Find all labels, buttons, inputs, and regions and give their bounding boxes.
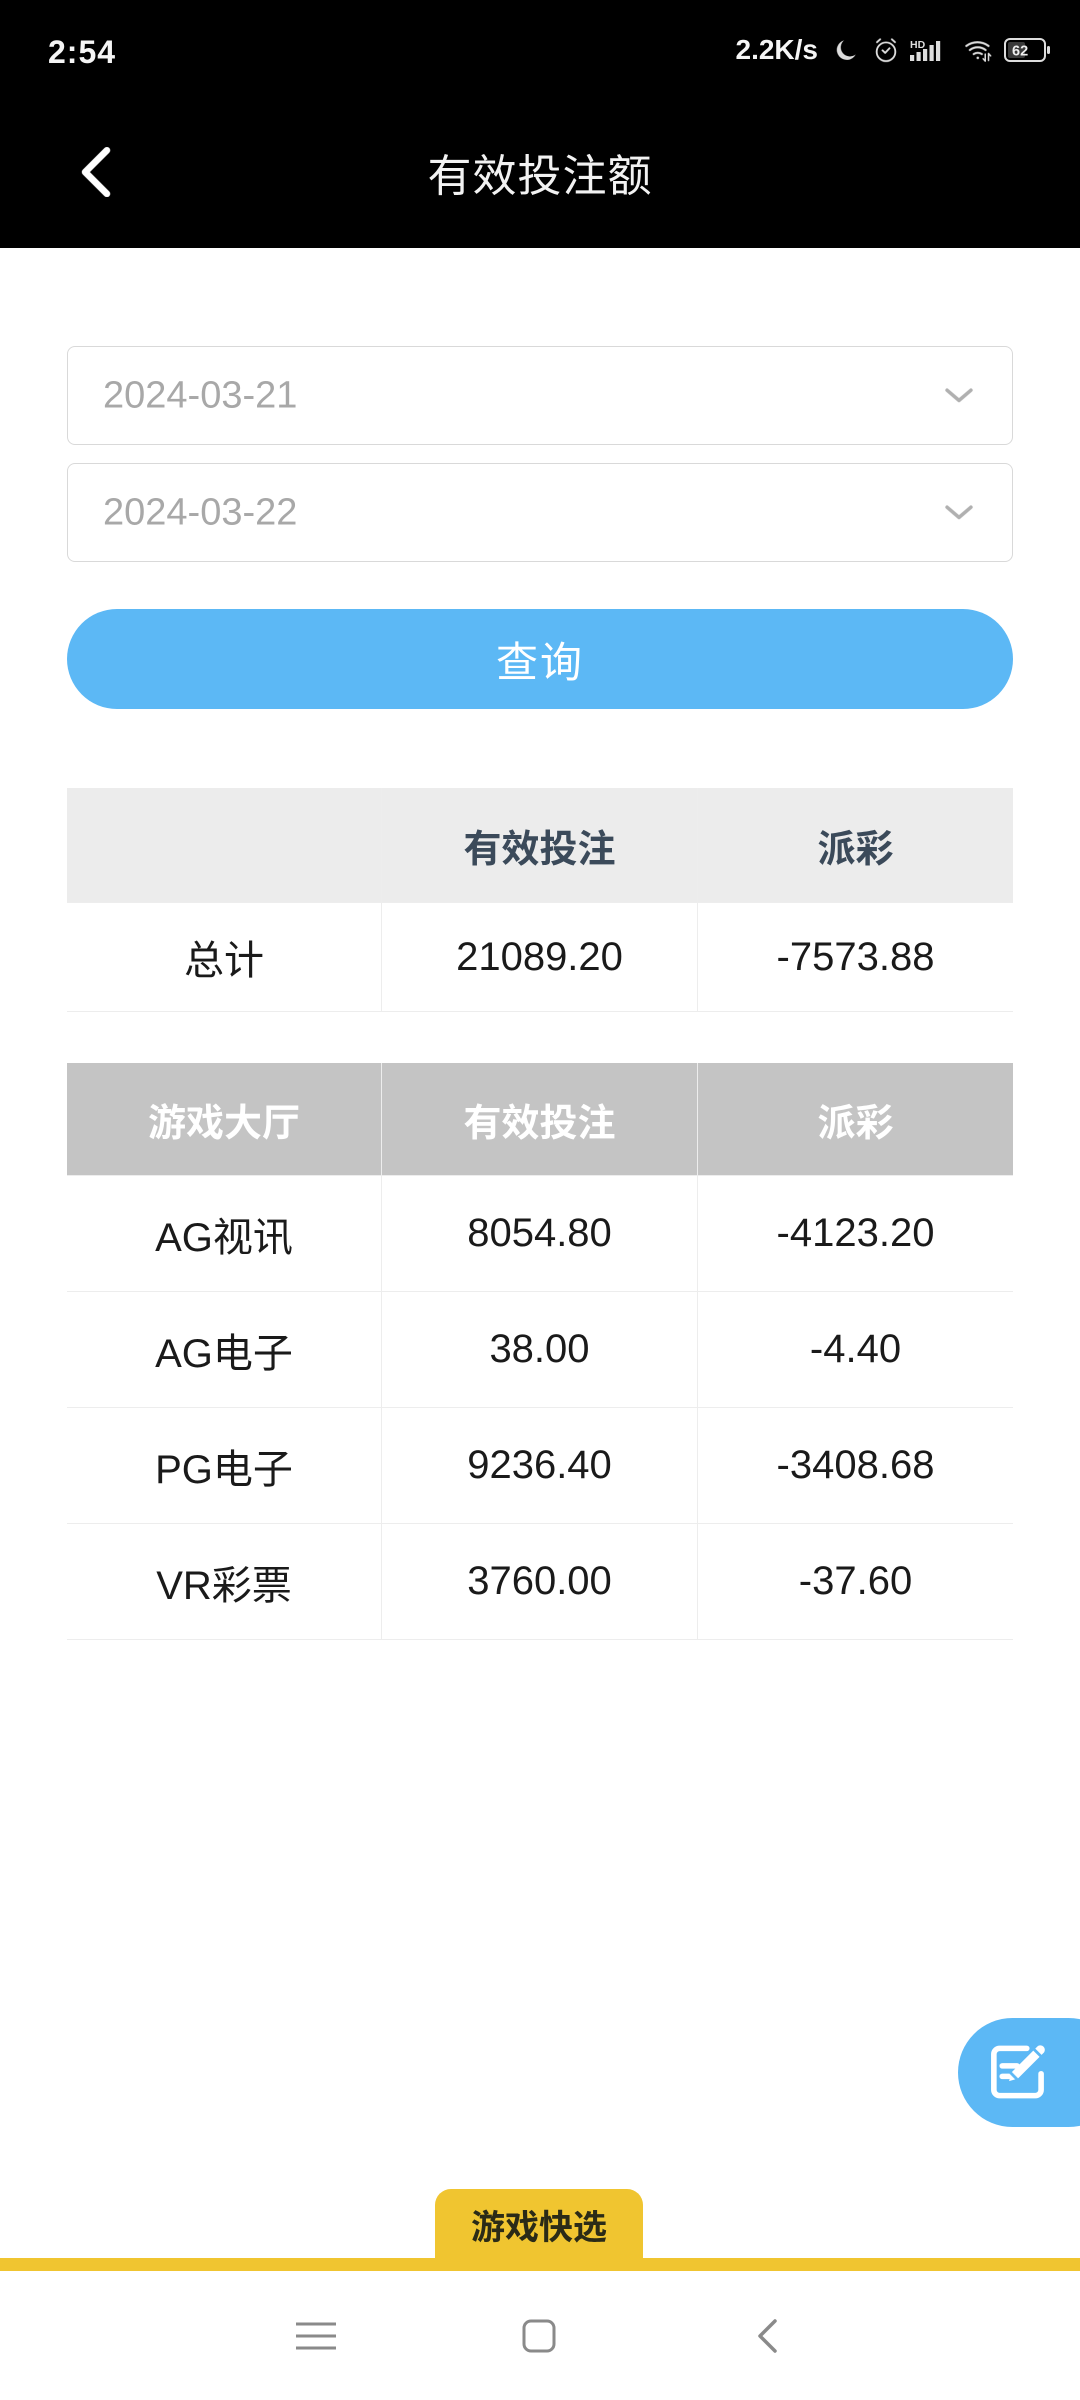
svg-text:62: 62 — [1012, 44, 1028, 60]
